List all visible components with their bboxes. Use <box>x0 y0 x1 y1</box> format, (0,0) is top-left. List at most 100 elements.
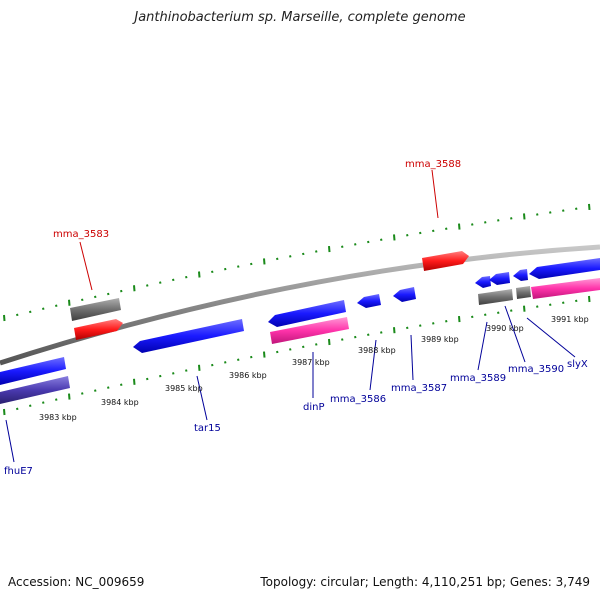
tick-mark <box>458 223 461 230</box>
tick-mark <box>406 326 409 330</box>
tick-mark <box>146 377 149 381</box>
tick-mark <box>445 319 448 323</box>
gene-feature[interactable] <box>393 287 416 302</box>
map-title: Janthinobacterium sp. Marseille, complet… <box>134 10 466 25</box>
tick-mark <box>289 348 292 351</box>
scale-label: 3984 kbp <box>101 398 139 407</box>
tick-mark <box>107 386 110 389</box>
tick-mark <box>263 351 266 358</box>
tick-mark <box>29 310 32 314</box>
tick-mark <box>68 393 71 400</box>
scale-label: 3986 kbp <box>229 371 267 380</box>
tick-mark <box>341 245 344 248</box>
tick-mark <box>211 363 214 367</box>
tick-mark <box>250 262 253 266</box>
gene-feature[interactable] <box>478 289 513 305</box>
tick-mark <box>55 398 58 401</box>
tick-mark <box>81 298 84 302</box>
gene-feature[interactable] <box>516 286 531 299</box>
tick-mark <box>133 378 136 385</box>
tick-mark <box>55 304 58 308</box>
tick-mark <box>432 322 435 325</box>
gene-feature[interactable] <box>74 319 123 340</box>
tick-mark <box>276 257 279 261</box>
gene-feature[interactable] <box>529 258 600 279</box>
tick-mark <box>432 229 435 233</box>
gene-label[interactable]: mma_3586 <box>330 394 386 405</box>
gene-feature[interactable] <box>133 319 244 353</box>
tick-mark <box>510 309 513 312</box>
tick-mark <box>484 313 487 317</box>
tick-mark <box>237 358 240 362</box>
tick-mark <box>549 211 552 214</box>
tick-mark <box>198 364 201 371</box>
tick-mark <box>523 213 526 220</box>
gene-label[interactable]: mma_3587 <box>391 383 447 394</box>
gene-feature[interactable] <box>489 272 510 285</box>
tick-mark <box>29 404 32 407</box>
tick-mark <box>328 246 331 253</box>
tick-mark <box>107 292 110 296</box>
tick-mark <box>237 265 240 268</box>
tick-mark <box>68 299 71 306</box>
scale-label: 3988 kbp <box>358 346 396 355</box>
gene-feature[interactable] <box>531 278 600 299</box>
outer-tick-marks <box>3 203 591 322</box>
tick-mark <box>250 355 253 359</box>
tick-mark <box>367 240 370 244</box>
label-leaders <box>5 169 576 463</box>
outer-strand-genes <box>70 251 600 344</box>
tick-mark <box>302 345 305 349</box>
scale-label: 3990 kbp <box>486 324 524 333</box>
gene-feature[interactable] <box>70 298 121 321</box>
gene-label[interactable]: mma_3583 <box>53 229 109 240</box>
gene-label[interactable]: mma_3590 <box>508 364 564 375</box>
tick-mark <box>289 255 292 258</box>
gene-feature[interactable] <box>357 294 381 308</box>
tick-mark <box>354 243 357 246</box>
tick-mark <box>81 392 84 395</box>
scale-label: 3985 kbp <box>165 384 203 393</box>
tick-mark <box>497 219 500 222</box>
tick-mark <box>354 335 357 339</box>
tick-mark <box>562 301 565 305</box>
gene-feature[interactable] <box>475 276 491 288</box>
tick-mark <box>536 213 539 216</box>
gene-feature[interactable] <box>0 357 66 385</box>
tick-mark <box>16 407 19 411</box>
tick-mark <box>588 295 591 303</box>
gene-label[interactable]: dinP <box>303 402 325 413</box>
gene-label[interactable]: tar15 <box>194 423 221 434</box>
gene-feature[interactable] <box>0 376 70 404</box>
gene-label[interactable]: slyX <box>567 359 588 370</box>
tick-mark <box>419 324 422 327</box>
tick-mark <box>341 338 344 341</box>
tick-mark <box>497 311 500 314</box>
tick-mark <box>42 307 45 311</box>
tick-mark <box>588 203 591 211</box>
tick-mark <box>380 331 383 334</box>
scale-label: 3983 kbp <box>39 413 77 422</box>
tick-mark <box>159 281 162 284</box>
gene-label[interactable]: mma_3588 <box>405 159 461 170</box>
tick-mark <box>263 258 266 265</box>
tick-mark <box>133 285 136 292</box>
tick-mark <box>562 209 565 212</box>
gene-label[interactable]: fhuE7 <box>4 466 33 477</box>
gene-feature[interactable] <box>270 317 349 344</box>
tick-mark <box>42 401 45 404</box>
tick-mark <box>367 333 370 337</box>
tick-mark <box>276 350 279 354</box>
scale-labels: 3983 kbp 3984 kbp 3985 kbp 3986 kbp 3987… <box>39 315 589 422</box>
gene-label[interactable]: mma_3589 <box>450 373 506 384</box>
gene-feature[interactable] <box>513 269 528 281</box>
tick-mark <box>146 284 149 287</box>
scale-label: 3987 kbp <box>292 358 330 367</box>
tick-mark <box>185 369 188 372</box>
gene-feature[interactable] <box>422 251 469 271</box>
tick-mark <box>120 383 123 386</box>
tick-mark <box>523 305 526 312</box>
gene-feature[interactable] <box>268 300 346 327</box>
accession-label: Accession: NC_009659 <box>8 575 145 589</box>
